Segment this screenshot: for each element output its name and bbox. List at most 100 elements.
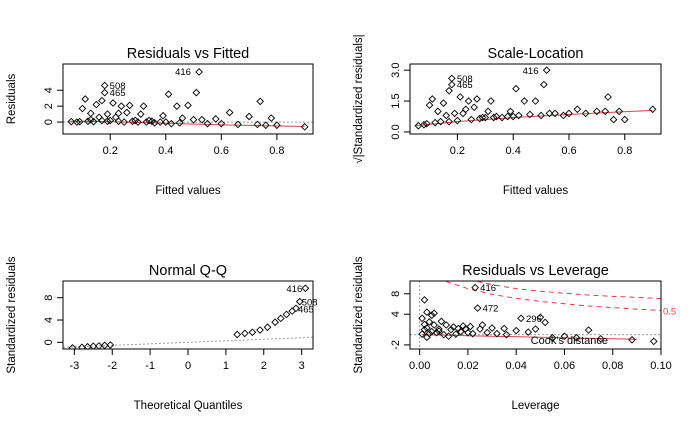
data-point: [83, 342, 92, 349]
data-point: [263, 323, 272, 332]
data-point: [420, 325, 429, 334]
data-point: [434, 107, 442, 116]
data-point: [489, 113, 498, 122]
data-point: [100, 88, 109, 97]
data-point: [540, 80, 548, 89]
data-point: [581, 109, 590, 118]
point-label: 508: [110, 81, 126, 92]
data-point: [295, 297, 304, 306]
data-point: [195, 68, 203, 76]
data-point: [78, 343, 86, 349]
y-tick-label: 3.0: [390, 63, 402, 78]
x-tick-label: 0.2: [103, 145, 118, 157]
data-point: [524, 328, 533, 336]
y-tick-label: 8: [43, 295, 55, 301]
data-point: [423, 308, 431, 317]
data-point: [450, 109, 459, 118]
plot-panel-4: 416 472 296 0.00 0.02 0.04 0.06 0.08 0.10 -2 4 8 Res…: [353, 256, 676, 412]
data-point: [276, 314, 285, 323]
data-point: [203, 119, 212, 128]
y-tick-label: 4: [390, 311, 402, 317]
plot-title: Residuals vs Leverage: [462, 263, 609, 279]
cooks-distance-contour-2: [477, 281, 661, 300]
x-axis-label: Leverage: [512, 400, 560, 412]
data-point: [192, 88, 201, 97]
data-point: [502, 330, 511, 339]
data-point: [430, 309, 438, 318]
plot-title: Normal Q-Q: [149, 263, 227, 279]
data-point: [459, 109, 467, 118]
x-tick-label: 0.8: [269, 145, 284, 157]
data-point: [123, 108, 131, 117]
data-point: [449, 323, 458, 331]
point-label: 296: [526, 314, 542, 325]
x-tick-label: 0.00: [409, 360, 430, 372]
data-point: [565, 109, 573, 118]
data-point: [648, 105, 657, 114]
x-tick-label: -3: [69, 360, 79, 372]
x-tick-label: 0.8: [617, 145, 632, 157]
data-point: [620, 115, 629, 124]
x-tick-label: 1: [223, 360, 229, 372]
point-label: 472: [483, 304, 499, 315]
data-point: [240, 329, 249, 338]
data-point: [418, 314, 426, 323]
data-point: [512, 84, 520, 93]
data-point: [498, 113, 506, 122]
data-point: [100, 81, 109, 90]
y-tick-label: 4: [43, 87, 55, 93]
data-point: [445, 117, 453, 126]
data-point: [282, 310, 291, 319]
plot-frame: [409, 63, 662, 135]
data-point: [541, 318, 549, 327]
x-tick-label: -1: [145, 360, 155, 372]
x-tick-label: 0.02: [457, 360, 478, 372]
data-point: [461, 105, 470, 114]
data-point: [114, 109, 123, 118]
data-point: [604, 93, 612, 101]
data-point: [545, 109, 554, 118]
data-point: [81, 95, 90, 103]
x-tick-label: 0.08: [602, 360, 623, 372]
x-axis-label: Theoretical Quantiles: [134, 400, 243, 412]
x-tick-label: 0.2: [450, 145, 465, 157]
data-point: [452, 330, 460, 339]
cooks-distance-contour-1: [446, 281, 661, 311]
x-tick-label: 0.10: [650, 360, 671, 372]
data-point: [128, 117, 137, 126]
x-axis-label: Fitted values: [155, 185, 220, 197]
data-point: [649, 337, 658, 346]
data-point: [178, 114, 187, 122]
plot-frame: [409, 280, 662, 350]
y-tick-label: 2: [43, 103, 55, 109]
data-point: [500, 324, 508, 333]
y-tick-label: 4: [43, 317, 55, 323]
data-point: [425, 101, 434, 110]
y-tick-label: 0.0: [390, 124, 402, 139]
x-tick-label: 3: [299, 360, 305, 372]
point-label: 416: [175, 67, 191, 78]
data-point: [248, 328, 257, 337]
data-point: [300, 123, 309, 131]
x-tick-label: 0.6: [561, 145, 576, 157]
data-point: [98, 116, 106, 125]
data-point: [273, 121, 281, 130]
data-point: [253, 120, 262, 129]
data-point: [517, 314, 525, 323]
data-point: [503, 112, 512, 121]
data-point: [184, 101, 192, 110]
point-label: 416: [286, 284, 302, 295]
contour-level-label: 0.5: [663, 306, 676, 317]
y-axis-label: Standardized residuals: [353, 256, 365, 373]
data-point: [117, 102, 126, 110]
data-point: [89, 342, 98, 349]
data-point: [256, 97, 265, 106]
point-label: 465: [110, 88, 126, 99]
data-point: [256, 326, 264, 334]
data-point: [615, 107, 624, 116]
cooks-distance-label: Cook's distance: [531, 335, 608, 347]
x-tick-label: 0.06: [554, 360, 575, 372]
data-point: [487, 97, 495, 105]
